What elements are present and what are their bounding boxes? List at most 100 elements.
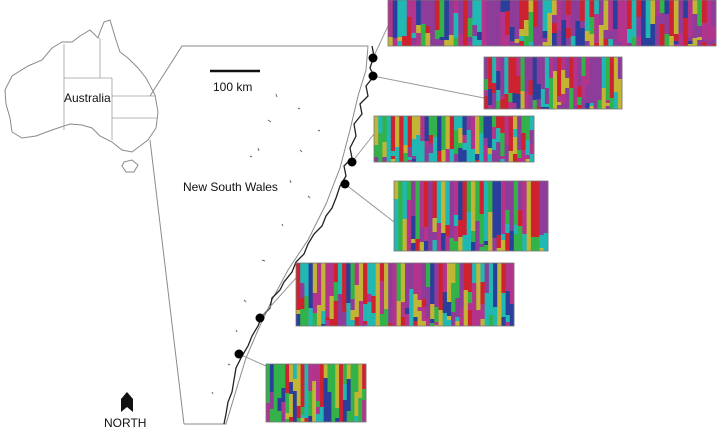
ancestry-bar-segment xyxy=(453,38,459,46)
north-label: NORTH xyxy=(104,416,147,430)
ancestry-bar-segment xyxy=(706,0,712,32)
ancestry-bar-segment xyxy=(505,35,511,46)
ancestry-bar-segment xyxy=(316,407,321,414)
ancestry-bar-segment xyxy=(425,37,431,46)
ancestry-bar-segment xyxy=(573,106,578,109)
ancestry-bar-segment xyxy=(539,244,545,248)
ancestry-bar-segment xyxy=(573,57,578,82)
ancestry-bar-segment xyxy=(467,18,473,37)
ancestry-bar-segment xyxy=(455,263,460,298)
ancestry-bar-segment xyxy=(523,36,529,46)
ancestry-bar-segment xyxy=(449,238,455,251)
ancestry-bar-segment xyxy=(701,0,708,23)
ancestry-bar-segment xyxy=(392,263,398,313)
state-label: New South Wales xyxy=(183,180,278,194)
ancestry-bar-segment xyxy=(589,82,594,103)
ancestry-bar-segment xyxy=(300,415,305,418)
structure-plot-6 xyxy=(265,363,367,423)
ancestry-bar-segment xyxy=(521,150,526,162)
ancestry-bar-segment xyxy=(399,116,404,134)
ancestry-bar-segment xyxy=(613,92,619,109)
structure-plot-2 xyxy=(483,56,623,110)
ancestry-bar-segment xyxy=(411,243,416,251)
ancestry-bar-segment xyxy=(470,116,476,149)
ancestry-bar-segment xyxy=(430,323,435,326)
ancestry-bar-segment xyxy=(458,128,463,143)
ancestry-bar-segment xyxy=(296,310,301,314)
ancestry-bar-segment xyxy=(312,316,318,326)
ancestry-bar-segment xyxy=(622,23,628,46)
ancestry-bar-segment xyxy=(277,398,282,411)
ancestry-bar-segment xyxy=(593,57,599,75)
ancestry-bar-segment xyxy=(476,310,481,326)
ancestry-bar-segment xyxy=(296,406,302,418)
ancestry-bar-segment xyxy=(526,181,532,210)
ancestry-bar-segment xyxy=(438,310,444,326)
ancestry-bar-segment xyxy=(687,44,693,46)
ancestry-bar-segment xyxy=(481,0,487,22)
ancestry-bar-segment xyxy=(296,314,301,326)
ancestry-bar-segment xyxy=(687,0,693,37)
ancestry-bar-segment xyxy=(529,144,535,154)
ancestry-bar-segment xyxy=(462,18,469,46)
ancestry-bar-segment xyxy=(439,43,445,46)
ancestry-bar-segment xyxy=(346,364,352,379)
australia-outline xyxy=(4,19,159,153)
ancestry-bar-segment xyxy=(424,116,430,141)
ancestry-bar-segment xyxy=(488,181,493,212)
ancestry-bar-segment xyxy=(514,39,520,43)
ancestry-bar-segment xyxy=(512,103,517,107)
connector-1 xyxy=(372,25,389,59)
scale-label: 100 km xyxy=(213,80,253,94)
ancestry-bar-segment xyxy=(424,141,430,147)
ancestry-bar-segment xyxy=(428,135,434,143)
ancestry-bar-segment xyxy=(512,137,518,154)
ancestry-bar-segment xyxy=(331,416,336,422)
ancestry-bar-segment xyxy=(358,263,364,301)
ancestry-bar-segment xyxy=(601,88,607,109)
ancestry-bar-segment xyxy=(491,13,497,46)
ancestry-bar-segment xyxy=(711,39,717,44)
ancestry-bar-segment xyxy=(544,57,550,88)
ancestry-bar-segment xyxy=(577,105,582,109)
ancestry-bar-segment xyxy=(669,39,675,46)
ancestry-bar-segment xyxy=(537,31,544,46)
ancestry-bar-segment xyxy=(636,17,642,36)
ancestry-bar-segment xyxy=(379,263,385,281)
ancestry-bar-segment xyxy=(488,89,493,105)
ancestry-bar-segment xyxy=(445,181,451,225)
ancestry-bar-segment xyxy=(346,303,351,326)
ancestry-bar-segment xyxy=(650,24,656,46)
ancestry-bar-segment xyxy=(445,149,451,162)
ancestry-bar-segment xyxy=(413,321,418,326)
ancestry-bar-segment xyxy=(434,30,440,39)
ancestry-bar-segment xyxy=(362,364,367,389)
ancestry-bar-segment xyxy=(585,57,590,85)
ancestry-bar-segment xyxy=(350,263,356,299)
ancestry-bar-segment xyxy=(316,401,321,407)
ancestry-bar-segment xyxy=(608,31,614,39)
ancestry-bar-segment xyxy=(308,263,314,308)
ancestry-bar-segment xyxy=(379,298,385,314)
ancestry-bar-segment xyxy=(493,318,498,321)
ancestry-bar-segment xyxy=(500,96,505,99)
ancestry-bar-segment xyxy=(544,107,550,109)
ancestry-bar-segment xyxy=(488,295,494,315)
ancestry-bar-segment xyxy=(363,304,368,321)
ancestry-bar-segment xyxy=(659,24,665,46)
ancestry-bar-segment xyxy=(543,243,549,251)
ancestry-bar-segment xyxy=(526,210,532,251)
ancestry-bar-segment xyxy=(354,263,360,285)
ancestry-bar-segment xyxy=(396,301,402,326)
ancestry-bar-segment xyxy=(331,408,336,416)
ancestry-bar-segment xyxy=(321,263,326,311)
ancestry-bar-segment xyxy=(394,199,399,251)
ancestry-bar-segment xyxy=(497,300,502,326)
ancestry-bar-segment xyxy=(266,364,271,403)
ancestry-bar-segment xyxy=(438,263,444,310)
ancestry-bar-segment xyxy=(446,302,452,316)
ancestry-bar-segment xyxy=(453,215,459,226)
ancestry-bar-segment xyxy=(597,100,603,109)
ancestry-bar-segment xyxy=(399,134,404,162)
ancestry-bar-segment xyxy=(327,414,332,422)
